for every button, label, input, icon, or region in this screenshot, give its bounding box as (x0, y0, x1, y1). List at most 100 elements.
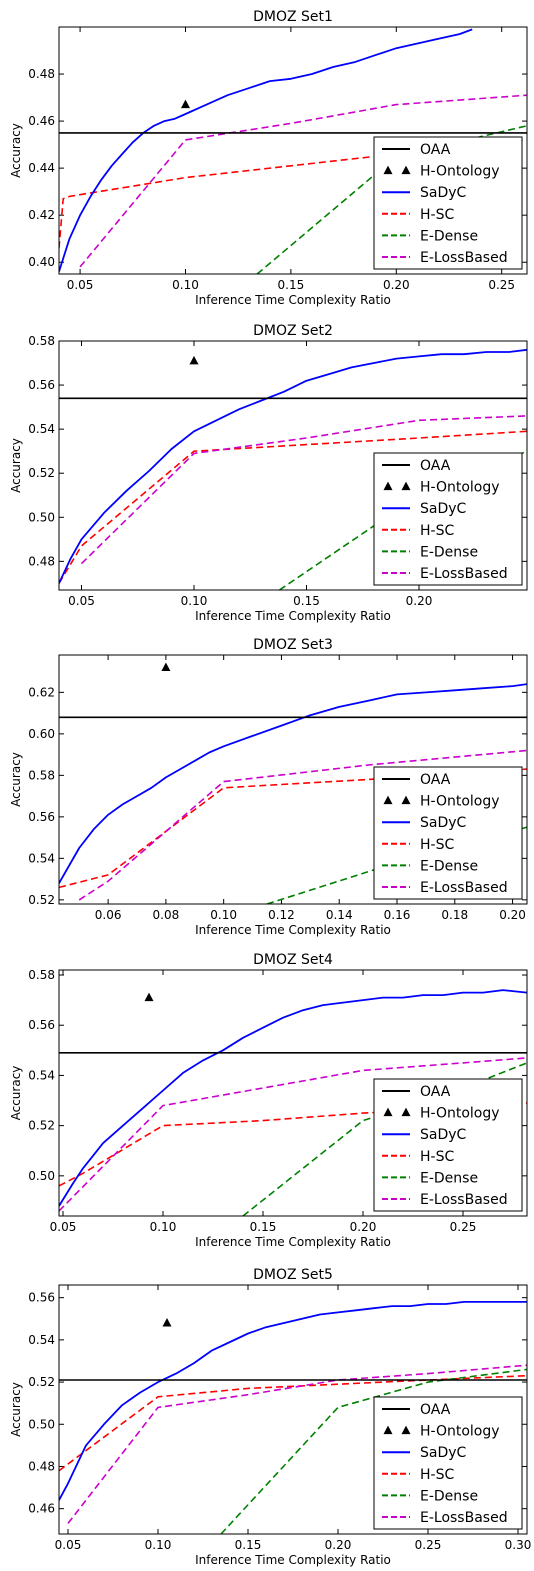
y-tick-label: 0.56 (28, 1018, 55, 1032)
legend-label-e-lossbased: E-LossBased (420, 1510, 508, 1526)
series-e-lossbased-line (79, 94, 527, 268)
y-tick-label: 0.50 (28, 1169, 55, 1183)
plot-frame (58, 26, 528, 275)
x-tick-label: 0.18 (441, 908, 468, 922)
y-tick-label: 0.54 (28, 1068, 55, 1082)
y-tick-label: 0.54 (28, 1333, 55, 1347)
y-tick-label: 0.56 (28, 378, 55, 392)
x-tick-label: 0.05 (67, 278, 94, 292)
y-tick-label: 0.46 (28, 1502, 55, 1516)
x-tick-label: 0.20 (499, 908, 526, 922)
series-h-ontology-point (161, 662, 171, 671)
legend: OAA H-Ontology SaDyC H-SC E-Dense E-LossBased (373, 1078, 523, 1212)
chart-title: DMOZ Set3 (253, 637, 333, 653)
y-tick-label: 0.48 (28, 1459, 55, 1473)
y-axis-label: Accuracy (9, 752, 23, 807)
plot-frame (58, 654, 528, 905)
y-tick-label: 0.46 (28, 114, 55, 128)
x-tick-label: 0.25 (488, 278, 515, 292)
legend-label-h-ontology: H-Ontology (420, 794, 500, 810)
series-sadyc-line (59, 989, 527, 1207)
y-tick-label: 0.54 (28, 422, 55, 436)
legend-marker-h-ontology (383, 795, 393, 805)
series-e-lossbased-line (67, 1364, 527, 1524)
series-e-lossbased-line (78, 749, 527, 901)
x-tick-label: 0.15 (278, 278, 305, 292)
legend-marker-h-ontology (383, 165, 393, 175)
y-tick-label: 0.56 (28, 1291, 55, 1305)
series-h-sc-line (59, 430, 527, 584)
legend-marker-h-ontology (383, 1425, 393, 1435)
legend-label-e-dense: E-Dense (420, 544, 478, 560)
chart-panel-4: DMOZ Set4 Accuracy Inference Time Complexi… (9, 952, 528, 1249)
y-tick-label: 0.56 (28, 810, 55, 824)
chart-panel-1: DMOZ Set1 Accuracy Inference Time Complexi… (9, 9, 528, 307)
series-h-ontology-point (162, 1317, 172, 1327)
legend-label-h-ontology: H-Ontology (420, 1424, 500, 1440)
legend-label-sadyc: SaDyC (420, 1445, 467, 1461)
y-tick-label: 0.42 (28, 208, 55, 222)
chart-title: DMOZ Set2 (253, 323, 333, 339)
x-tick-label: 0.15 (250, 1220, 277, 1234)
y-tick-label: 0.52 (28, 893, 55, 907)
legend-label-sadyc: SaDyC (420, 815, 467, 831)
legend-label-h-sc: H-SC (420, 207, 454, 223)
legend-label-oaa: OAA (420, 1084, 451, 1100)
y-tick-label: 0.58 (28, 768, 55, 782)
legend-label-oaa: OAA (420, 772, 451, 788)
legend: OAA H-Ontology SaDyC H-SC E-Dense E-LossBased (373, 136, 523, 270)
legend-label-e-lossbased: E-LossBased (420, 250, 508, 266)
legend-label-e-lossbased: E-LossBased (420, 1192, 508, 1208)
legend-label-sadyc: SaDyC (420, 185, 467, 201)
x-tick-label: 0.20 (383, 278, 410, 292)
series-h-ontology-point (180, 99, 190, 109)
legend-marker-h-ontology (401, 481, 411, 491)
chart-panel-3: DMOZ Set3 Accuracy Inference Time Complexi… (9, 637, 528, 937)
legend-label-h-ontology: H-Ontology (420, 480, 500, 496)
x-tick-label: 0.10 (210, 908, 237, 922)
x-tick-label: 0.25 (450, 1220, 477, 1234)
legend-box (373, 1078, 523, 1212)
legend-box (373, 136, 523, 270)
plot-area (59, 989, 527, 1216)
y-tick-label: 0.60 (28, 727, 55, 741)
x-tick-label: 0.12 (268, 908, 295, 922)
series-h-sc-line (59, 768, 527, 889)
x-tick-label: 0.15 (235, 1538, 262, 1552)
legend-marker-h-ontology (383, 1107, 393, 1117)
x-tick-label: 0.05 (50, 1220, 77, 1234)
y-axis-label: Accuracy (9, 438, 23, 493)
y-tick-label: 0.58 (28, 334, 55, 348)
y-tick-label: 0.40 (28, 255, 55, 269)
series-e-dense-line (242, 1062, 527, 1216)
x-tick-label: 0.14 (326, 908, 353, 922)
y-axis-label: Accuracy (9, 1382, 23, 1437)
legend-label-sadyc: SaDyC (420, 1127, 467, 1143)
legend-label-e-lossbased: E-LossBased (420, 566, 508, 582)
plot-frame (58, 969, 528, 1217)
legend-label-sadyc: SaDyC (420, 501, 467, 517)
x-axis-label: Inference Time Complexity Ratio (195, 923, 391, 937)
y-tick-label: 0.48 (28, 67, 55, 81)
x-tick-label: 0.25 (415, 1538, 442, 1552)
x-tick-label: 0.20 (325, 1538, 352, 1552)
series-h-ontology-point (144, 992, 154, 1002)
y-axis-label: Accuracy (9, 123, 23, 178)
series-sadyc-line (59, 348, 527, 584)
chart-panel-2: DMOZ Set2 Accuracy Inference Time Complexi… (9, 323, 528, 623)
plot-area (59, 1301, 527, 1534)
legend-label-e-dense: E-Dense (420, 1170, 478, 1186)
x-tick-label: 0.15 (293, 594, 320, 608)
plot-frame (58, 340, 528, 591)
y-axis-label: Accuracy (9, 1066, 23, 1121)
y-tick-label: 0.48 (28, 554, 55, 568)
y-tick-label: 0.62 (28, 685, 55, 699)
plot-frame (58, 1284, 528, 1535)
legend-label-h-sc: H-SC (420, 1149, 454, 1165)
series-sadyc-line (59, 1301, 527, 1501)
legend-label-e-dense: E-Dense (420, 228, 478, 244)
legend: OAA H-Ontology SaDyC H-SC E-Dense E-LossBased (373, 766, 523, 900)
y-tick-label: 0.52 (28, 466, 55, 480)
legend-label-e-lossbased: E-LossBased (420, 880, 508, 896)
